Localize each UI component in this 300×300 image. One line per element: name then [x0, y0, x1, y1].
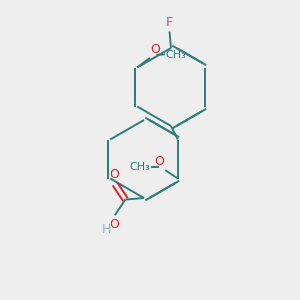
- Text: CH₃: CH₃: [129, 162, 150, 172]
- Text: H: H: [102, 223, 111, 236]
- Text: O: O: [154, 155, 164, 168]
- Text: O: O: [109, 168, 118, 181]
- Text: CH₃: CH₃: [165, 50, 186, 60]
- Text: O: O: [109, 218, 118, 230]
- Text: F: F: [166, 16, 173, 29]
- Text: O: O: [150, 43, 160, 56]
